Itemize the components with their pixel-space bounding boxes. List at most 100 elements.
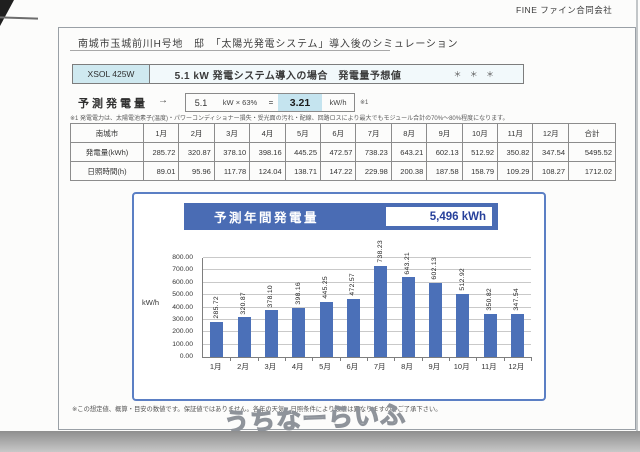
monthly-data-table: 南城市 1月 2月 3月 4月 5月 6月 7月 8月 9月 10月 11月 12月 合計 発電量(kWh… <box>70 123 616 181</box>
chart-panel: 予測年間発電量 5,496 kWh kW/h 0.00 100.00 200.00 3… <box>132 192 546 401</box>
x-axis-month-label: 8月 <box>401 362 413 371</box>
table-cell-value: 124.04 <box>249 161 286 181</box>
bar-value-label: 445.25 <box>322 276 329 299</box>
x-axis-tick <box>449 357 450 361</box>
y-axis-tick-label: 400.00 <box>172 303 193 311</box>
table-cell-value: 117.78 <box>213 161 251 181</box>
equals-sign: = <box>268 98 274 107</box>
bar <box>428 282 442 357</box>
system-footnote: ※1 発電電力は、太陽電池素子(温度)・パワーコンディショナー損失・受光面の汚れ… <box>70 116 509 122</box>
table-month-header: 10月 <box>461 123 499 143</box>
bar <box>401 277 415 357</box>
table-row-sunlight: 日照時間(h) 89.01 95.96 117.78 124.04 138.71 147.2… <box>70 161 616 181</box>
table-cell-value: 738.23 <box>355 142 392 162</box>
x-axis-tick <box>285 357 286 361</box>
chart-gridline <box>203 294 531 296</box>
table-month-header: 11月 <box>497 123 534 143</box>
x-axis-month-label: 10月 <box>453 362 470 371</box>
company-name: FINE ファイン合同会社 <box>516 5 613 15</box>
forecast-formula-box: 5.1 kW × 63% = 3.21 kW/h <box>185 93 355 112</box>
table-month-header: 4月 <box>249 123 286 143</box>
capacity-value: 5.1 <box>194 97 208 108</box>
bar-value-label: 320.87 <box>240 291 247 315</box>
bar <box>292 307 306 357</box>
table-row-label: 日照時間(h) <box>70 161 144 181</box>
bar <box>510 314 524 357</box>
x-axis-month-label: 5月 <box>319 362 331 371</box>
table-month-header: 1月 <box>142 123 180 143</box>
x-axis-month-label: 12月 <box>508 362 525 371</box>
x-axis-tick <box>257 357 259 361</box>
table-row-label: 発電量(kWh) <box>70 142 144 162</box>
y-axis-tick-label: 600.00 <box>172 278 193 286</box>
x-axis-tick <box>476 357 478 361</box>
x-axis-month-label: 11月 <box>481 362 497 371</box>
bar <box>237 317 251 357</box>
chart-gridline <box>203 281 531 283</box>
plot-area: 285.72 320.87 378.10 398.16 445.25 472.57 738.… <box>202 240 532 361</box>
x-axis-tick <box>367 357 368 361</box>
footer-disclaimer: ※この想定値、概算・目安の数値です。保証値ではありません。各年の天気・日照条件に… <box>72 406 442 413</box>
y-axis-tick-label: 800.00 <box>172 254 193 261</box>
table-cell-value: 109.29 <box>497 161 534 181</box>
stars-mark: ＊ ＊ ＊ <box>453 69 497 79</box>
x-axis-tick <box>531 357 532 361</box>
bar-value-label: 350.82 <box>486 288 493 311</box>
bar-value-label: 472.57 <box>349 272 357 296</box>
table-region-header: 南城市 <box>70 123 144 143</box>
bar-value-label: 347.54 <box>513 288 521 311</box>
bar-value-label: 738.23 <box>376 240 384 263</box>
forecast-result-unit: kW/h <box>329 98 347 107</box>
table-cell-value: 602.13 <box>426 142 463 162</box>
scan-bottom-edge <box>0 431 640 452</box>
x-axis-tick <box>421 357 423 361</box>
table-month-header: 2月 <box>178 123 215 143</box>
table-cell-total: 5495.52 <box>568 142 616 162</box>
footnote-reference: ※1 <box>360 100 369 106</box>
y-axis-label: kW/h <box>142 298 160 307</box>
table-cell-value: 512.92 <box>461 142 499 162</box>
table-cell-value: 187.58 <box>426 161 463 181</box>
chart-title-banner: 予測年間発電量 5,496 kWh <box>184 203 498 230</box>
x-axis-labels: 1月 2月 3月 4月 5月 6月 7月 8月 9月 10月 11月 12月 <box>202 361 530 373</box>
title-underline <box>70 50 390 51</box>
table-cell-value: 147.22 <box>320 161 357 181</box>
x-axis-tick <box>230 357 232 361</box>
table-cell-value: 200.38 <box>390 161 428 181</box>
x-axis-tick <box>312 357 314 361</box>
efficiency-factor: kW × 63% <box>222 98 258 107</box>
chart-gridline <box>203 343 531 345</box>
x-axis-month-label: 2月 <box>237 362 249 371</box>
y-axis-tick-label: 0.00 <box>179 353 193 360</box>
table-month-header: 12月 <box>532 123 569 143</box>
y-axis-tick-label: 500.00 <box>172 291 193 299</box>
forecast-output-label: 予測発電量 <box>78 98 148 110</box>
chart-gridline <box>203 318 531 320</box>
y-axis-tick-label: 700.00 <box>172 266 193 274</box>
x-axis-month-label: 7月 <box>373 362 386 371</box>
table-cell-value: 108.27 <box>532 161 569 181</box>
bar <box>346 298 360 357</box>
table-cell-value: 320.87 <box>178 142 215 162</box>
bar-value-label: 285.72 <box>212 296 220 319</box>
scan-artifact-corner <box>0 0 14 26</box>
chart-gridline <box>203 306 531 308</box>
chart-gridline <box>203 257 531 258</box>
x-axis-tick <box>339 357 341 361</box>
annual-total-value: 5,496 kWh <box>386 207 492 226</box>
system-header-row: XSOL 425W 5.1 kW 発電システム導入の場合 発電量予想値 ＊ ＊ … <box>72 64 524 84</box>
y-axis: 0.00 100.00 200.00 300.00 400.00 500.00 600.00… <box>158 254 193 360</box>
table-cell-value: 347.54 <box>532 142 569 162</box>
table-cell-value: 643.21 <box>390 142 428 162</box>
bar <box>210 321 224 357</box>
table-cell-value: 138.71 <box>284 161 322 181</box>
x-axis-month-label: 6月 <box>346 362 359 371</box>
table-cell-value: 445.25 <box>284 142 322 162</box>
bar-value-label: 378.10 <box>267 284 275 308</box>
table-cell-value: 378.10 <box>213 142 251 162</box>
x-axis-tick <box>394 357 396 361</box>
table-row-generation: 発電量(kWh) 285.72 320.87 378.10 398.16 445.25 47… <box>70 142 616 162</box>
table-cell-value: 398.16 <box>249 142 286 162</box>
chart-gridline <box>203 269 531 271</box>
